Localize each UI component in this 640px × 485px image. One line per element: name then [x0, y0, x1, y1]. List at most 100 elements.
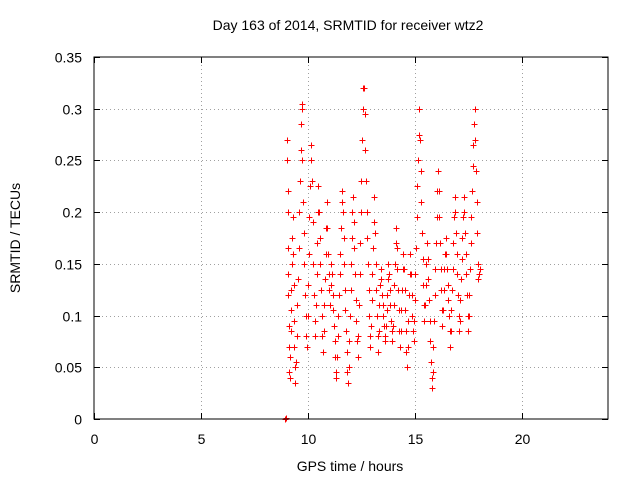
data-point	[306, 214, 313, 221]
x-axis-title: GPS time / hours	[297, 458, 404, 474]
data-point	[426, 297, 433, 304]
data-point	[351, 245, 358, 252]
data-point	[385, 276, 392, 283]
data-point	[344, 369, 351, 376]
y-tick-label: 0.05	[55, 360, 82, 376]
data-point	[303, 333, 310, 340]
data-point	[444, 266, 451, 273]
data-point	[465, 328, 472, 335]
data-point	[333, 375, 340, 382]
data-point	[450, 240, 457, 247]
data-point	[451, 214, 458, 221]
data-point	[403, 328, 410, 335]
data-point	[404, 364, 411, 371]
data-point	[345, 380, 352, 387]
data-point	[291, 344, 298, 351]
data-point	[382, 338, 389, 345]
data-point	[293, 359, 300, 366]
data-point	[340, 209, 347, 216]
data-point	[313, 302, 320, 309]
data-point	[350, 194, 357, 201]
data-point	[454, 251, 461, 258]
data-point	[393, 240, 400, 247]
data-point	[391, 302, 398, 309]
data-point	[369, 271, 376, 278]
data-point	[339, 199, 346, 206]
data-point	[358, 209, 365, 216]
y-tick-label: 0.25	[55, 153, 82, 169]
data-point	[380, 302, 387, 309]
data-point	[301, 230, 308, 237]
data-point	[337, 251, 344, 258]
data-point	[384, 292, 391, 299]
x-tick-label: 0	[91, 431, 99, 447]
data-point	[334, 354, 341, 361]
data-point	[405, 318, 412, 325]
data-point	[429, 375, 436, 382]
data-point	[299, 101, 306, 108]
data-point	[314, 271, 321, 278]
data-point	[290, 251, 297, 258]
data-point	[373, 261, 380, 268]
data-point	[335, 333, 342, 340]
data-point	[290, 214, 297, 221]
data-point	[400, 251, 407, 258]
data-point	[341, 235, 348, 242]
data-point	[445, 297, 452, 304]
data-point	[457, 297, 464, 304]
data-point	[286, 323, 293, 330]
data-point	[454, 271, 461, 278]
data-point	[410, 328, 417, 335]
data-point	[365, 261, 372, 268]
data-point	[331, 323, 338, 330]
data-point	[297, 178, 304, 185]
data-point	[429, 385, 436, 392]
data-point	[461, 209, 468, 216]
data-point	[453, 230, 460, 237]
data-point	[402, 287, 409, 294]
data-point	[431, 318, 438, 325]
data-point	[470, 163, 477, 170]
data-point	[357, 240, 364, 247]
y-tick-label: 0.35	[55, 50, 82, 66]
data-point	[298, 121, 305, 128]
data-point	[359, 137, 366, 144]
data-point	[289, 261, 296, 268]
data-point	[375, 349, 382, 356]
data-point	[362, 111, 369, 118]
data-point	[391, 282, 398, 289]
data-point	[288, 287, 295, 294]
data-point	[416, 132, 423, 139]
data-point	[319, 313, 326, 320]
y-tick-label: 0.3	[63, 102, 83, 118]
data-point	[316, 209, 323, 216]
y-axis-title: SRMTID / TECUs	[7, 183, 23, 293]
data-point	[312, 318, 319, 325]
data-point	[329, 271, 336, 278]
data-point	[405, 344, 412, 351]
data-point	[320, 349, 327, 356]
data-point	[471, 121, 478, 128]
data-point	[367, 333, 374, 340]
data-point	[476, 271, 483, 278]
data-point	[386, 271, 393, 278]
data-point	[368, 323, 375, 330]
data-point	[416, 106, 423, 113]
data-point	[366, 313, 373, 320]
data-point	[472, 137, 479, 144]
data-point	[306, 251, 313, 258]
data-point	[468, 240, 475, 247]
data-point	[437, 240, 444, 247]
data-point	[469, 188, 476, 195]
data-point	[310, 219, 317, 226]
data-point	[347, 313, 354, 320]
data-point	[337, 271, 344, 278]
data-point	[324, 225, 331, 232]
data-point	[417, 137, 424, 144]
data-point	[415, 157, 422, 164]
data-point	[459, 256, 466, 263]
data-point	[292, 364, 299, 371]
data-point	[346, 338, 353, 345]
